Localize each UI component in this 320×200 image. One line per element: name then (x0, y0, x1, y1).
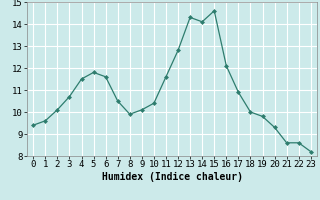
X-axis label: Humidex (Indice chaleur): Humidex (Indice chaleur) (101, 172, 243, 182)
